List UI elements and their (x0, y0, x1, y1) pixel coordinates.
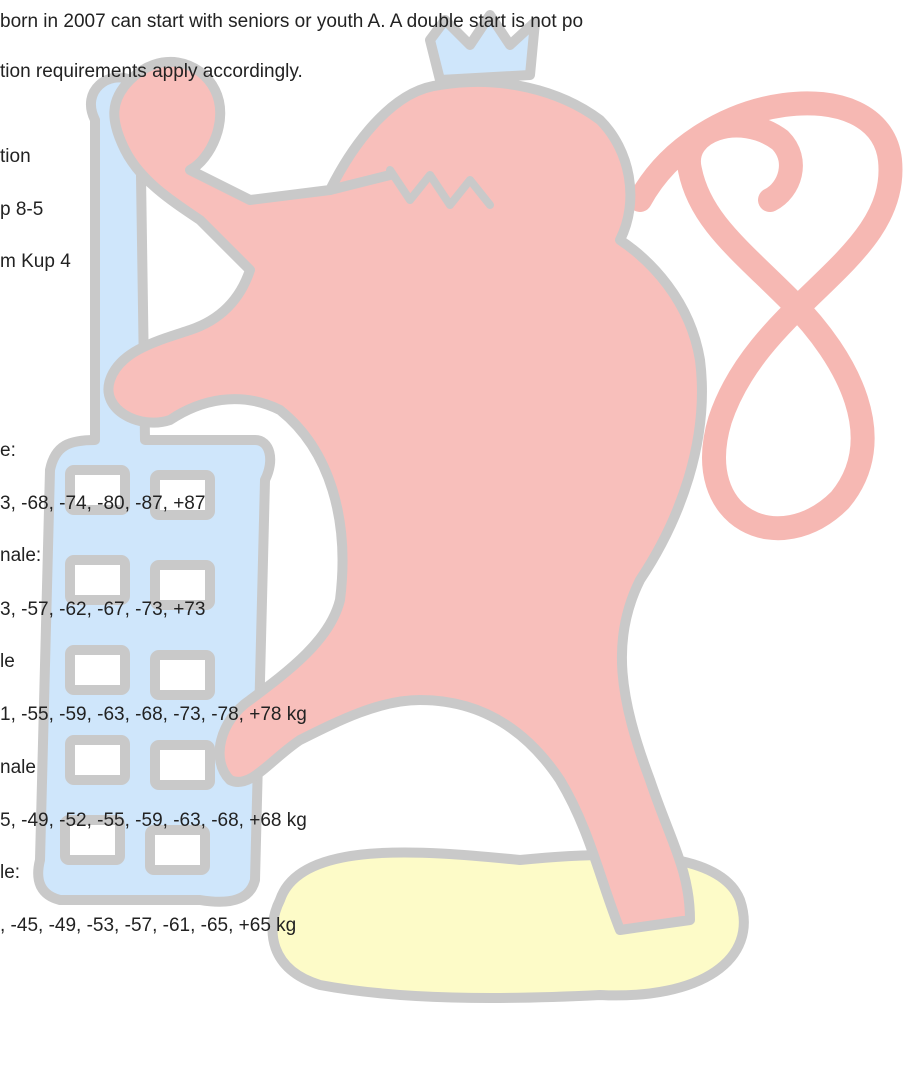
text-line: p 8-5 (0, 198, 43, 222)
text-line: m Kup 4 (0, 250, 71, 274)
text-line: nale: (0, 544, 41, 568)
text-line: 1, -55, -59, -63, -68, -73, -78, +78 kg (0, 703, 307, 727)
text-line: e: (0, 439, 16, 463)
page: {"lines": [ "born in 2007 can start with… (0, 0, 905, 1072)
text-line: 3, -68, -74, -80, -87, +87 (0, 492, 205, 516)
text-line: nale (0, 756, 36, 780)
text-line: le (0, 650, 15, 674)
text-line: 3, -57, -62, -67, -73, +73 (0, 598, 205, 622)
text-line: tion (0, 145, 31, 169)
text-line: born in 2007 can start with seniors or y… (0, 10, 583, 34)
text-line: le: (0, 861, 20, 885)
text-line: , -45, -49, -53, -57, -61, -65, +65 kg (0, 914, 296, 938)
text-line: 5, -49, -52, -55, -59, -63, -68, +68 kg (0, 809, 307, 833)
lion-watermark (0, 0, 905, 1072)
text-line: tion requirements apply accordingly. (0, 60, 303, 84)
